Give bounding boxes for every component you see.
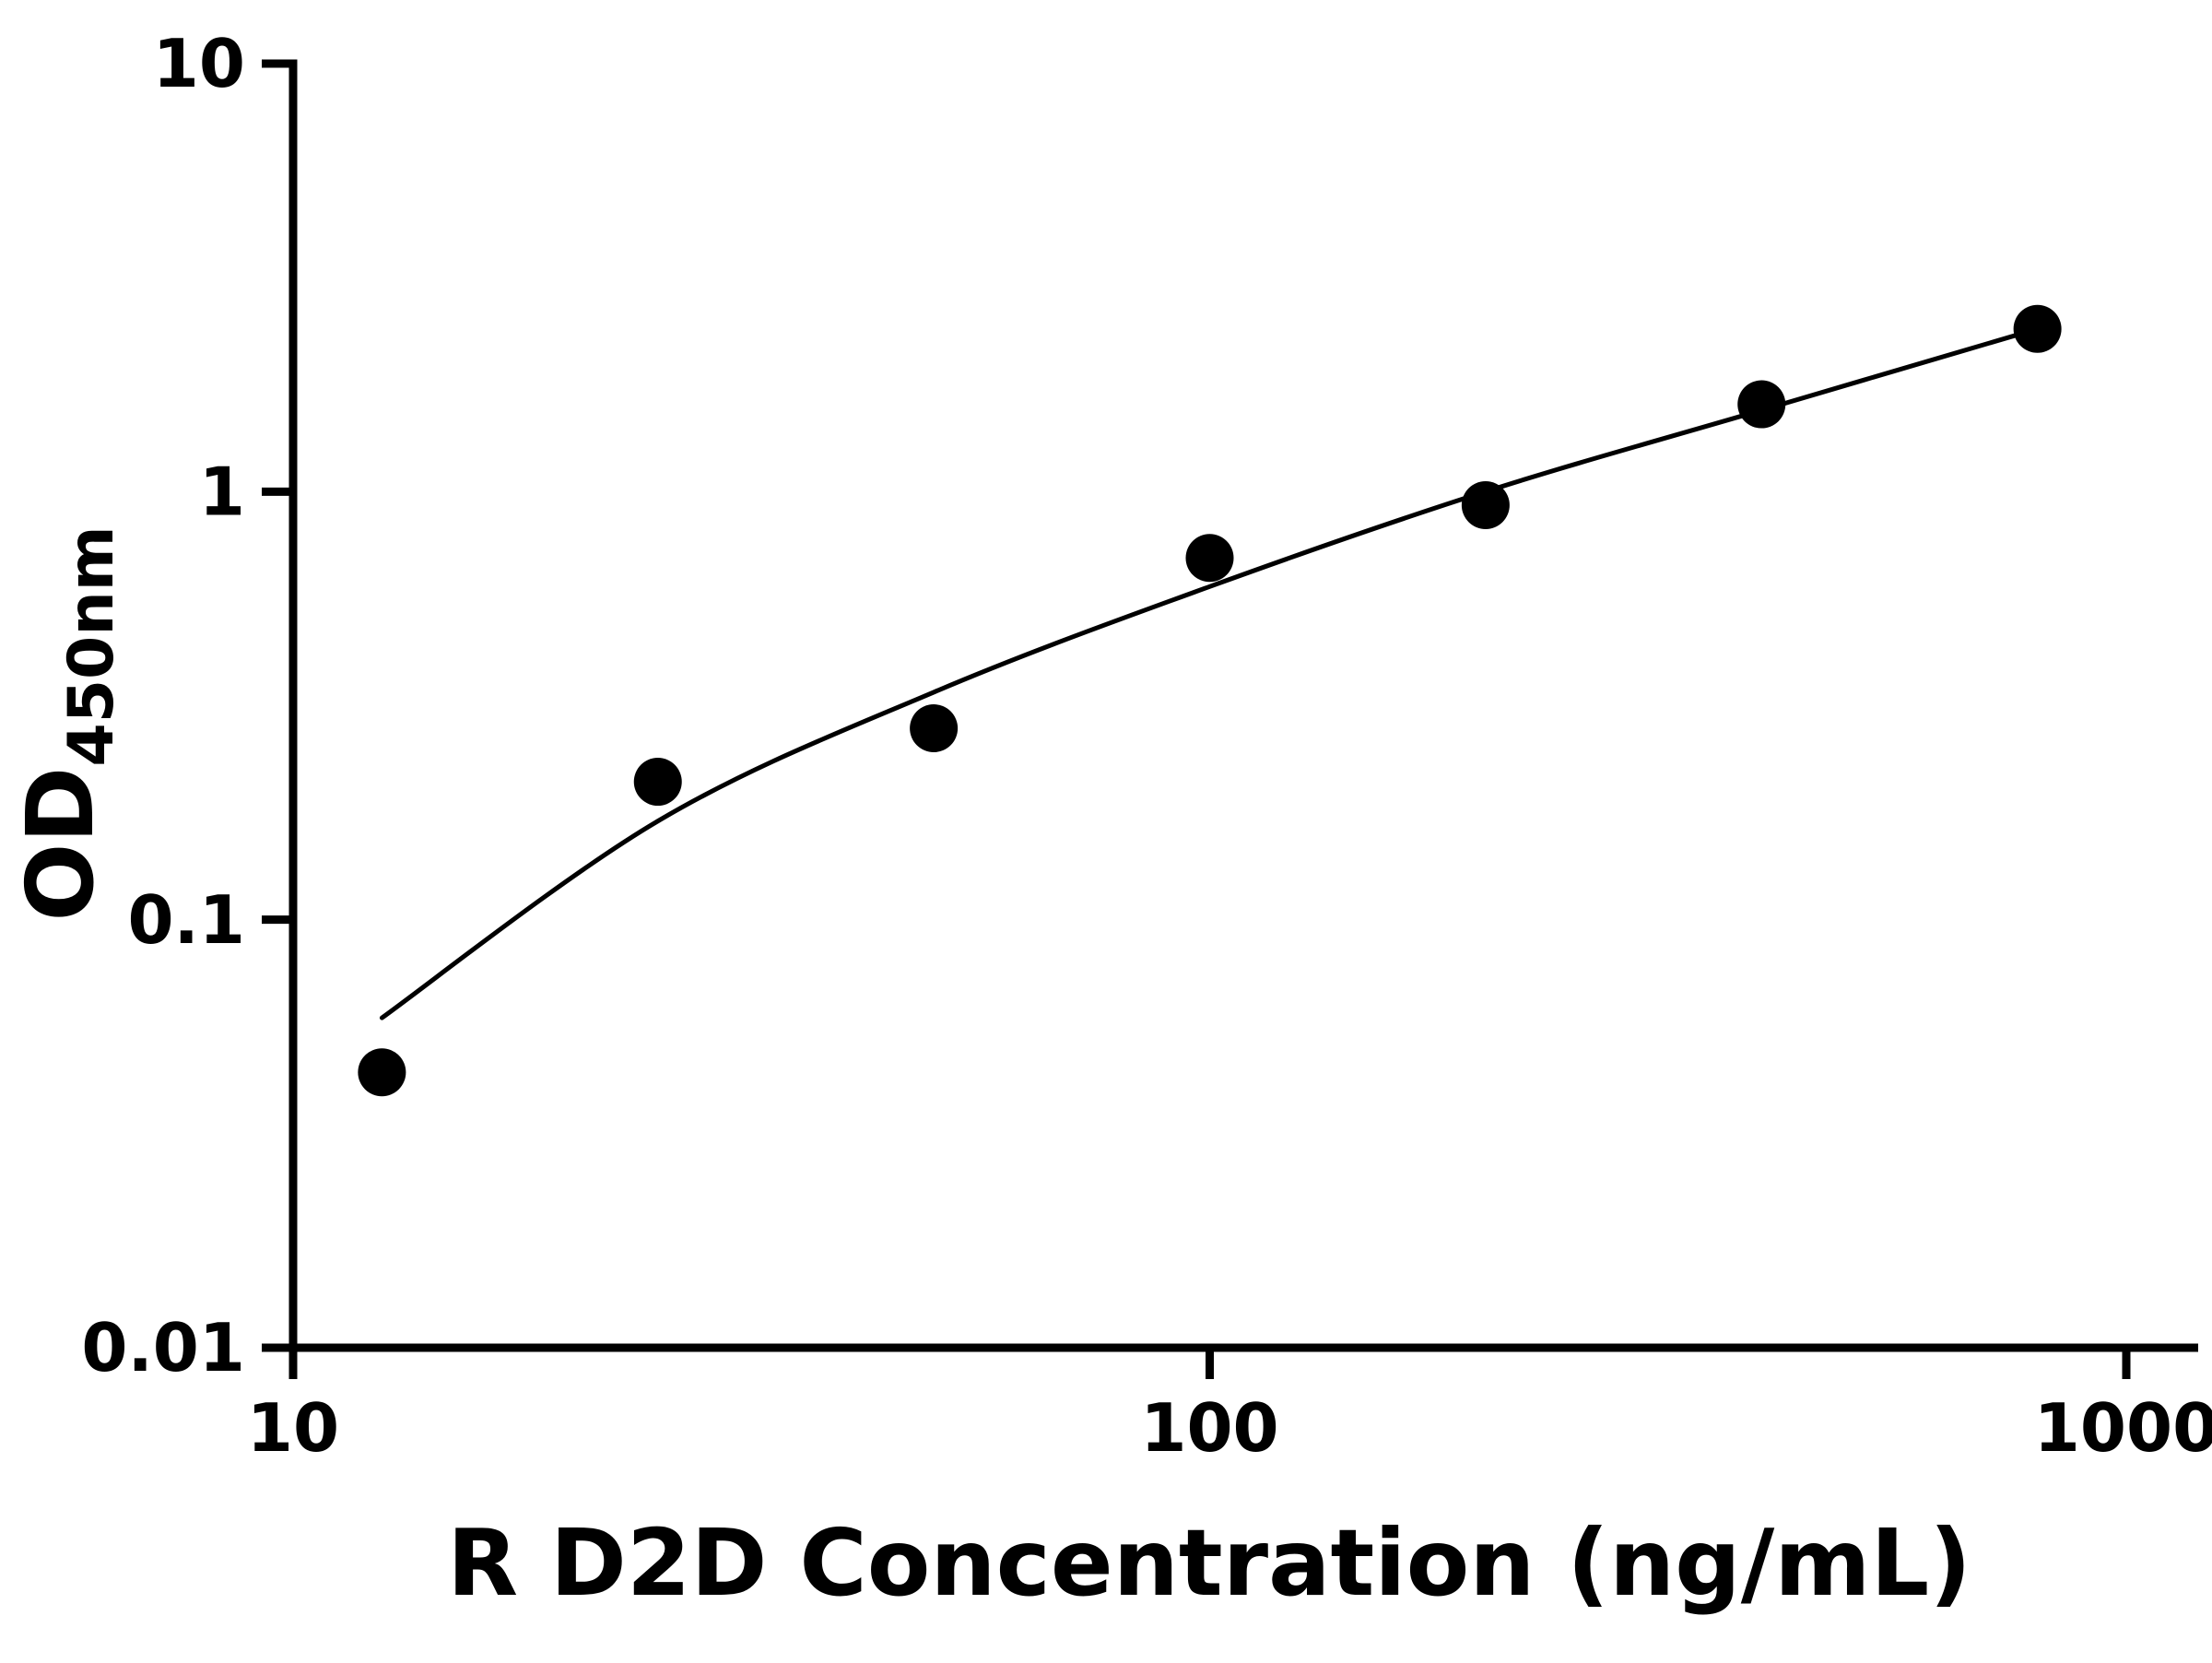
fitted-curve	[379, 326, 2041, 1020]
tick-labels-layer: 0.01 0.1 1 10 10 100 1000	[81, 25, 2212, 1467]
ticks-layer	[262, 59, 2131, 1379]
axes-layer	[288, 59, 2198, 1352]
y-tick-label: 1	[199, 454, 245, 531]
x-tick-label: 10	[247, 1389, 339, 1467]
plot-layer	[358, 304, 2062, 1097]
y-tick-label: 10	[153, 25, 245, 102]
data-point	[1185, 534, 1234, 583]
data-point	[633, 758, 682, 807]
y-tick-label: 0.01	[81, 1309, 245, 1386]
y-axis-title-main: OD	[6, 767, 114, 922]
y-axis-title-subscript: 450nm	[55, 525, 128, 766]
y-axis-title: OD450nm	[6, 525, 128, 921]
x-tick-label: 100	[1140, 1389, 1278, 1467]
data-point	[910, 704, 959, 753]
x-axis-title: R D2D Concentration (ng/mL)	[447, 1509, 1971, 1617]
x-tick-label: 1000	[2034, 1389, 2212, 1467]
data-point	[1737, 380, 1786, 429]
y-tick-label: 0.1	[127, 881, 245, 959]
data-point	[1461, 480, 1510, 529]
data-point	[2013, 304, 2062, 353]
data-point	[358, 1048, 406, 1097]
